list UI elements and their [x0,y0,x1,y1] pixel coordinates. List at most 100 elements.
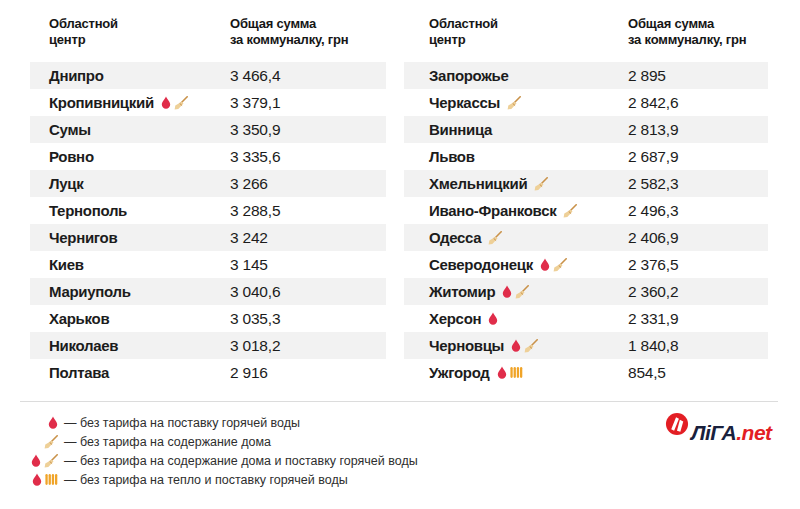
liga-logo-suffix: .net [736,421,771,444]
col-header-city-line1: Областной [49,16,230,32]
tariff-icons [511,339,538,353]
city-name: Сумы [49,121,91,138]
city-name: Луцк [49,175,83,192]
sum-value: 854,5 [628,364,666,382]
tariff-icons [534,177,548,191]
tariff-icons [540,258,567,272]
tariff-icons [497,366,523,379]
table-row: Чернигов3 242 [30,224,386,251]
table-row: Полтава2 916 [30,359,386,386]
city-name: Днипро [49,67,104,84]
tariff-icons [488,231,502,245]
col-header-city-line2: центр [429,32,628,48]
heating-radiator-icon [45,473,58,486]
table-row: Тернополь3 288,5 [30,197,386,224]
sum-value: 1 840,8 [628,337,678,355]
city-cell: Хмельницкий [429,175,628,192]
table-right: Областной центр Общая сумма за коммуналк… [404,16,768,386]
legend-icons [30,454,58,468]
city-cell: Луцк [49,175,230,192]
hot-water-drop-icon [31,454,41,467]
col-header-city-line2: центр [49,32,230,48]
house-maintenance-broom-icon [44,454,58,468]
legend-item: — без тарифа на содержание дома и постав… [30,451,418,470]
divider-line [20,401,778,402]
table-row: Ивано-Франковск2 496,3 [404,197,768,224]
house-maintenance-broom-icon [563,204,577,218]
city-cell: Тернополь [49,202,230,219]
table-header: Областной центр Общая сумма за коммуналк… [30,16,386,48]
table-left: Областной центр Общая сумма за коммуналк… [30,16,386,386]
city-name: Мариуполь [49,283,131,300]
sum-value: 2 376,5 [628,256,678,274]
sum-value: 3 266 [230,175,268,193]
city-cell: Полтава [49,364,230,381]
legend-item: — без тарифа на поставку горячей воды [30,413,418,432]
city-cell: Киев [49,256,230,273]
city-cell: Черновцы [429,337,628,354]
city-name: Винница [429,121,492,138]
house-maintenance-broom-icon [553,258,567,272]
sum-value: 3 145 [230,256,268,274]
city-name: Ивано-Франковск [429,202,556,219]
sum-value: 2 842,6 [628,94,678,112]
hot-water-drop-icon [540,258,550,271]
col-header-sum: Общая сумма за коммуналку, грн [230,16,348,48]
legend-icons [30,435,58,449]
tariff-icons [507,96,521,110]
house-maintenance-broom-icon [44,435,58,449]
sum-value: 3 242 [230,229,268,247]
sum-value: 3 040,6 [230,283,280,301]
col-header-sum-line2: за коммуналку, грн [628,32,746,48]
city-name: Житомир [429,283,495,300]
city-cell: Одесса [429,229,628,246]
city-cell: Ивано-Франковск [429,202,628,219]
sum-value: 2 687,9 [628,148,678,166]
heating-radiator-icon [510,366,523,379]
city-cell: Винница [429,121,628,138]
table-row: Хмельницкий2 582,3 [404,170,768,197]
city-cell: Запорожье [429,67,628,84]
city-name: Одесса [429,229,481,246]
table-row: Одесса 2 406,9 [404,224,768,251]
legend-text: — без тарифа на поставку горячей воды [64,416,300,430]
city-name: Херсон [429,310,481,327]
table-rows: Запорожье2 895Черкассы2 842,6Винница2 81… [404,62,768,386]
table-row: Житомир2 360,2 [404,278,768,305]
table-row: Винница 2 813,9 [404,116,768,143]
legend-icons [30,416,58,429]
sum-value: 2 406,9 [628,229,678,247]
city-name: Северодонецк [429,256,533,273]
table-row: Харьков3 035,3 [30,305,386,332]
city-cell: Николаев [49,337,230,354]
legend-icons [30,473,58,486]
city-cell: Северодонецк [429,256,628,273]
table-row: Ужгород854,5 [404,359,768,386]
col-header-city: Областной центр [429,16,628,48]
sum-value: 2 895 [628,67,666,85]
house-maintenance-broom-icon [174,96,188,110]
tariff-icons [488,312,498,325]
city-cell: Житомир [429,283,628,300]
legend-text: — без тарифа на содержание дома [64,435,271,449]
house-maintenance-broom-icon [515,285,529,299]
table-row: Львов2 687,9 [404,143,768,170]
col-header-sum-line1: Общая сумма [628,16,746,32]
sum-value: 2 813,9 [628,121,678,139]
liga-net-logo: ЛіГА.net [665,412,772,445]
table-row: Кропивницкий3 379,1 [30,89,386,116]
city-cell: Ровно [49,148,230,165]
tariff-icons [563,204,577,218]
legend-item: — без тарифа на содержание дома [30,432,418,451]
city-cell: Чернигов [49,229,230,246]
city-name: Киев [49,256,84,273]
city-cell: Сумы [49,121,230,138]
sum-value: 3 379,1 [230,94,280,112]
table-rows: Днипро3 466,4Кропивницкий3 379,1Сумы3 35… [30,62,386,386]
table-row: Сумы3 350,9 [30,116,386,143]
house-maintenance-broom-icon [507,96,521,110]
city-cell: Кропивницкий [49,94,230,111]
city-name: Полтава [49,364,109,381]
hot-water-drop-icon [48,416,58,429]
table-row: Луцк 3 266 [30,170,386,197]
